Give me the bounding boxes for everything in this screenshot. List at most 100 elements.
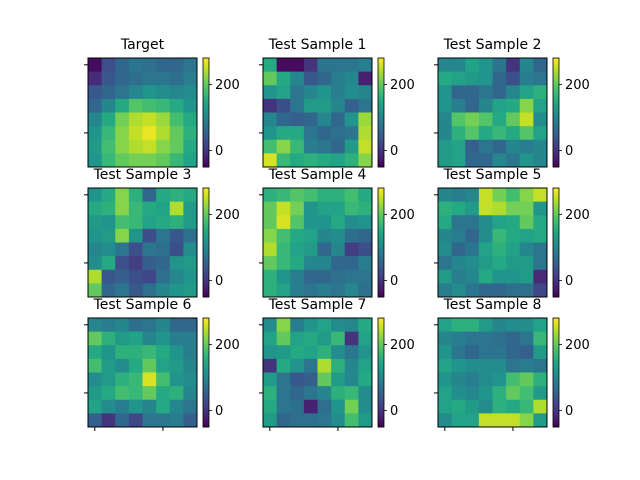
heatmap-cell bbox=[519, 399, 534, 414]
colorbar-segment bbox=[553, 109, 559, 113]
heatmap-cell bbox=[438, 98, 453, 113]
heatmap-cell bbox=[344, 71, 359, 86]
colorbar-segment bbox=[378, 156, 384, 160]
axes-frame bbox=[437, 317, 548, 428]
colorbar-segment bbox=[553, 201, 559, 205]
colorbar-segment bbox=[553, 90, 559, 94]
heatmap-cell bbox=[331, 413, 346, 428]
colorbar-tick-label: 200 bbox=[215, 208, 240, 223]
heatmap-cell bbox=[519, 188, 534, 203]
colorbar-segment bbox=[553, 66, 559, 70]
heatmap-cell bbox=[331, 85, 346, 100]
heatmap-cell bbox=[88, 269, 103, 284]
colorbar-segment bbox=[203, 90, 209, 94]
colorbar-segment bbox=[378, 242, 384, 246]
colorbar-segment bbox=[553, 123, 559, 127]
colorbar-segment bbox=[553, 150, 559, 154]
heatmap-cell bbox=[276, 386, 291, 401]
heatmap-cell bbox=[465, 201, 480, 216]
heatmap-cell bbox=[506, 358, 521, 373]
heatmap-cell bbox=[492, 256, 507, 271]
colorbar-segment bbox=[378, 247, 384, 252]
heatmap-cell bbox=[115, 228, 130, 243]
heatmap-cell bbox=[317, 112, 332, 127]
heatmap-cell bbox=[183, 85, 198, 100]
colorbar-segment bbox=[378, 294, 384, 298]
colorbar-segment bbox=[203, 223, 209, 227]
heatmap-cell bbox=[276, 58, 291, 73]
heatmap-cell bbox=[438, 228, 453, 243]
colorbar-segment bbox=[203, 320, 209, 324]
colorbar-segment bbox=[553, 269, 559, 273]
subplot-title: Test Sample 5 bbox=[443, 167, 542, 183]
heatmap-cell bbox=[317, 139, 332, 154]
colorbar-segment bbox=[553, 267, 559, 271]
heatmap-cell bbox=[142, 201, 157, 216]
colorbar-segment bbox=[378, 388, 384, 392]
colorbar-segment bbox=[378, 320, 384, 324]
colorbar-segment bbox=[203, 190, 209, 194]
colorbar-segment bbox=[553, 147, 559, 152]
colorbar-segment bbox=[378, 399, 384, 403]
colorbar-segment bbox=[553, 228, 559, 233]
heatmap-cell bbox=[290, 283, 305, 298]
heatmap-cell bbox=[263, 331, 278, 346]
heatmap-cell bbox=[303, 85, 318, 100]
heatmap-cell bbox=[263, 256, 278, 271]
colorbar-segment bbox=[203, 115, 209, 119]
heatmap-cell bbox=[263, 269, 278, 284]
heatmap-cell bbox=[263, 386, 278, 401]
heatmap-cell bbox=[276, 228, 291, 243]
heatmap-cell bbox=[451, 201, 466, 216]
heatmap-cell bbox=[156, 256, 171, 271]
heatmap-cell bbox=[115, 188, 130, 203]
colorbar-segment bbox=[203, 337, 209, 341]
heatmap-cell bbox=[156, 215, 171, 230]
colorbar-segment bbox=[203, 280, 209, 284]
subplot-1: Target 0 200 bbox=[84, 37, 240, 168]
colorbar-segment bbox=[203, 123, 209, 127]
heatmap-cell bbox=[290, 112, 305, 127]
heatmap-cell bbox=[263, 242, 278, 257]
heatmap-cell bbox=[169, 188, 184, 203]
heatmap-cell bbox=[115, 139, 130, 154]
heatmap-cell bbox=[438, 71, 453, 86]
heatmap-cell bbox=[344, 399, 359, 414]
colorbar-segment bbox=[203, 217, 209, 222]
colorbar-segment bbox=[378, 226, 384, 230]
colorbar-segment bbox=[378, 407, 384, 412]
heatmap-cell bbox=[101, 358, 116, 373]
colorbar-segment bbox=[378, 231, 384, 235]
colorbar-segment bbox=[203, 234, 209, 238]
heatmap-cell bbox=[183, 399, 198, 414]
heatmap-cell bbox=[533, 256, 548, 271]
heatmap-cell bbox=[303, 399, 318, 414]
colorbar-segment bbox=[203, 109, 209, 113]
heatmap-cell bbox=[276, 358, 291, 373]
colorbar-segment bbox=[203, 96, 209, 100]
heatmap-cell bbox=[276, 188, 291, 203]
heatmap-cell bbox=[169, 153, 184, 168]
heatmap-cell bbox=[263, 318, 278, 333]
colorbar-segment bbox=[378, 74, 384, 78]
colorbar-segment bbox=[203, 209, 209, 213]
colorbar-segment bbox=[378, 358, 384, 363]
colorbar-segment bbox=[203, 87, 209, 92]
colorbar-segment bbox=[553, 117, 559, 122]
heatmap-cell bbox=[276, 85, 291, 100]
colorbar-segment bbox=[203, 380, 209, 384]
colorbar-segment bbox=[378, 394, 384, 398]
colorbar-segment bbox=[553, 226, 559, 230]
heatmap-cell bbox=[344, 126, 359, 141]
heatmap-cell bbox=[101, 372, 116, 387]
heatmap-cell bbox=[344, 228, 359, 243]
heatmap-cell bbox=[317, 283, 332, 298]
heatmap-cell bbox=[344, 386, 359, 401]
colorbar-segment bbox=[378, 188, 384, 192]
heatmap-cell bbox=[344, 98, 359, 113]
heatmap-cell bbox=[465, 358, 480, 373]
heatmap-cell bbox=[101, 188, 116, 203]
heatmap-cell bbox=[115, 318, 130, 333]
heatmap-cell bbox=[331, 215, 346, 230]
colorbar-segment bbox=[378, 418, 384, 422]
